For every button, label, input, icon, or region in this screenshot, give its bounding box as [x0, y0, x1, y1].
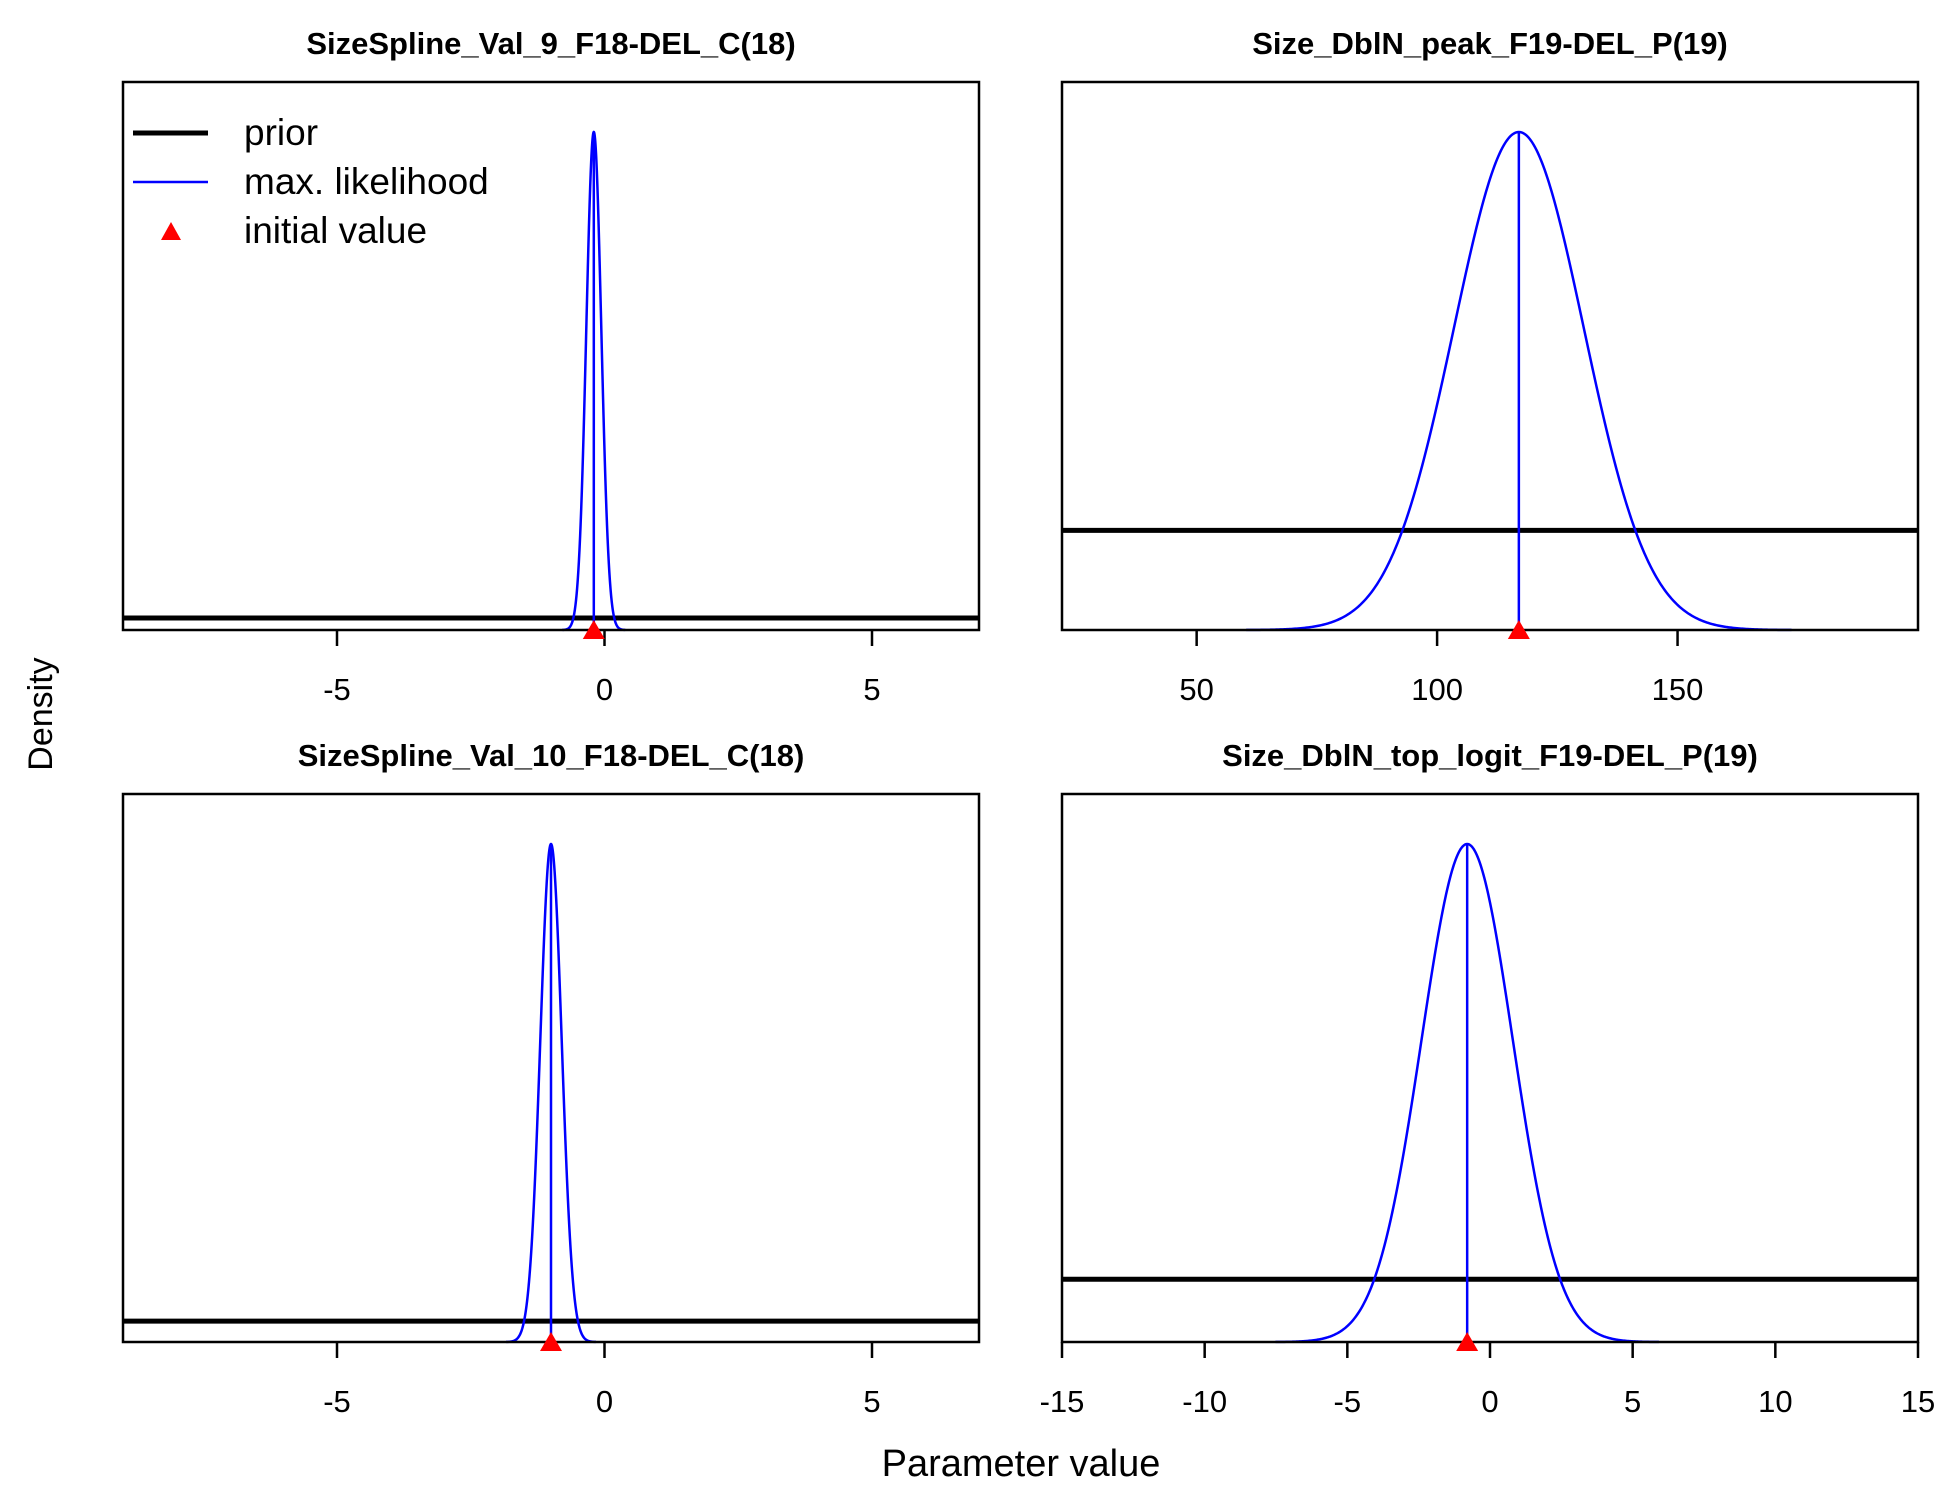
initial-value-marker: [1507, 620, 1530, 639]
legend-label: initial value: [244, 210, 427, 251]
x-tick-label: 0: [596, 672, 613, 707]
panels: SizeSpline_Val_9_F18-DEL_C(18)-5 0 5Size_D…: [121, 26, 1936, 1419]
panel-3: SizeSpline_Val_10_F18-DEL_C(18) -5 0 5: [121, 738, 981, 1419]
panel-title: Size_DblN_top_logit_F19-DEL_P(19): [1222, 738, 1758, 773]
x-tick-label: 5: [863, 672, 880, 707]
plot-frame: [1060, 792, 1920, 1344]
x-tick-label: 50: [1179, 672, 1213, 707]
x-tick-label: 100: [1411, 672, 1463, 707]
legend-entry: max. likelihood: [133, 161, 489, 202]
legend-entry: initial value: [161, 210, 427, 251]
initial-value-marker: [540, 1332, 562, 1351]
legend-entry: prior: [133, 112, 318, 153]
panel-title: Size_DblN_peak_F19-DEL_P(19): [1252, 26, 1728, 61]
x-tick-label: -10: [1182, 1384, 1227, 1419]
x-tick-label: 5: [863, 1384, 880, 1419]
legend-swatch-initial: [161, 222, 181, 240]
panel-title: SizeSpline_Val_10_F18-DEL_C(18): [298, 738, 805, 773]
legend-label: prior: [244, 112, 318, 153]
plot-frame: [121, 80, 981, 632]
x-tick-label: -15: [1040, 1384, 1085, 1419]
x-tick-label: -5: [323, 672, 351, 707]
x-tick-label: 0: [596, 1384, 613, 1419]
x-tick-label: -5: [1334, 1384, 1362, 1419]
x-tick-label: 150: [1652, 672, 1704, 707]
panel-4: Size_DblN_top_logit_F19-DEL_P(19) -15 -10 -…: [1040, 738, 1936, 1419]
panel-title: SizeSpline_Val_9_F18-DEL_C(18): [306, 26, 795, 61]
x-tick-label: 15: [1901, 1384, 1935, 1419]
x-tick-label: 5: [1624, 1384, 1641, 1419]
panel-2: Size_DblN_peak_F19-DEL_P(19) 50 100 150: [1060, 26, 1920, 707]
x-tick-label: 10: [1758, 1384, 1792, 1419]
x-tick-label: -5: [323, 1384, 351, 1419]
panel-1: SizeSpline_Val_9_F18-DEL_C(18) -5 0 5: [121, 26, 981, 707]
legend-label: max. likelihood: [244, 161, 489, 202]
y-axis-label: Density: [22, 657, 60, 770]
initial-value-marker: [1456, 1332, 1479, 1351]
plot-frame: [1060, 80, 1920, 632]
x-tick-label: 0: [1481, 1384, 1498, 1419]
legend: prior max. likelihood initial value: [133, 112, 489, 251]
initial-value-marker: [582, 620, 605, 639]
x-axis-label: Parameter value: [882, 1443, 1161, 1485]
